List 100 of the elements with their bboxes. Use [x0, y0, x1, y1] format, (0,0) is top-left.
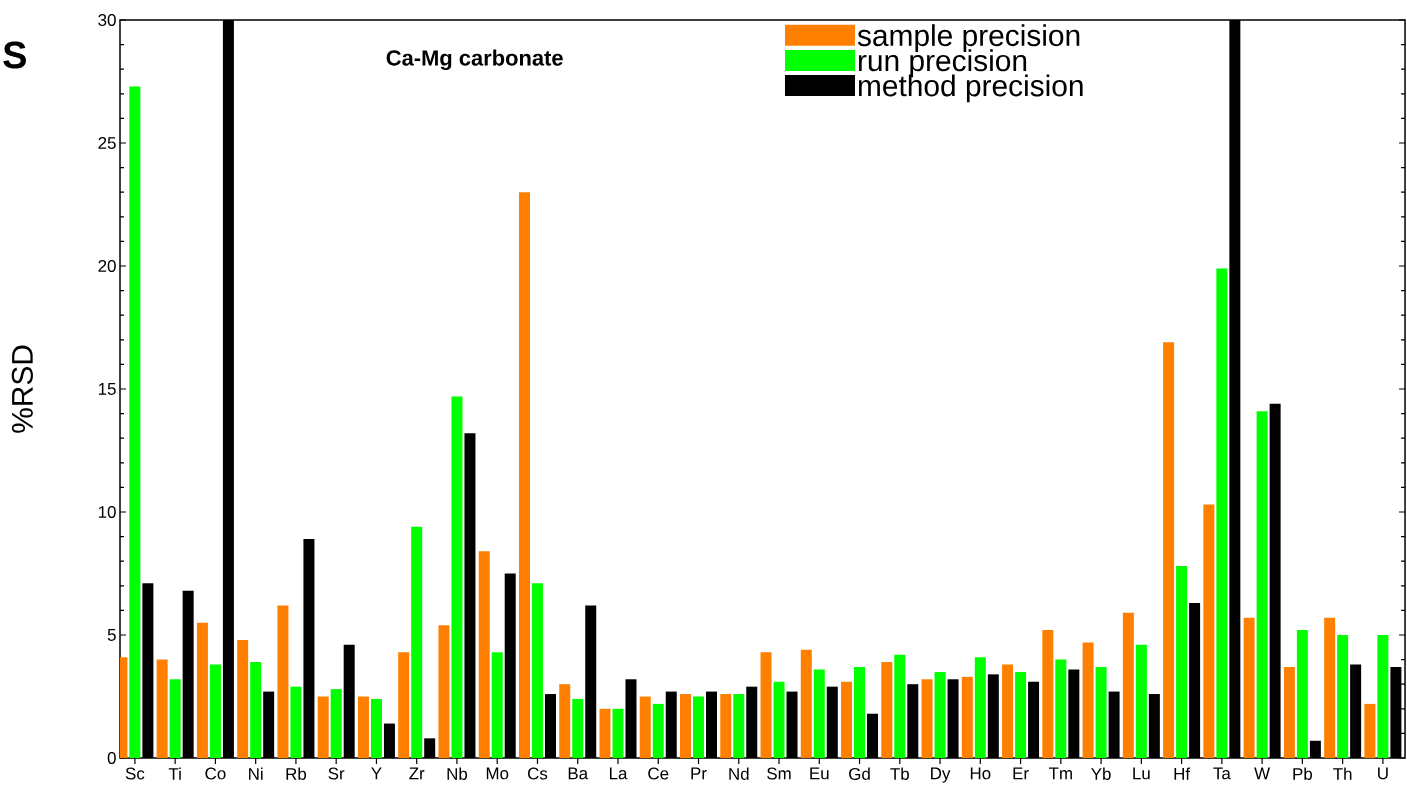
bar — [1176, 566, 1188, 758]
x-tick-label: Th — [1333, 767, 1352, 780]
y-tick-label: 5 — [107, 629, 116, 641]
y-tick-label: 10 — [98, 506, 116, 518]
bar — [411, 526, 423, 758]
bar — [491, 652, 503, 758]
x-tick-label: Zr — [409, 767, 425, 780]
bar — [398, 652, 410, 758]
x-tick-label: Ta — [1213, 767, 1231, 780]
bar — [1203, 504, 1215, 758]
bar — [961, 676, 973, 758]
bar — [813, 669, 825, 758]
x-tick-label: Rb — [286, 767, 307, 780]
y-tick-label: 0 — [107, 752, 116, 764]
bar — [277, 605, 289, 758]
x-tick-label: Nd — [729, 767, 749, 780]
bar — [518, 192, 530, 758]
bar — [438, 625, 450, 758]
bar — [1337, 635, 1349, 758]
bar — [370, 698, 382, 758]
x-tick-label: Co — [205, 767, 226, 780]
bar — [921, 679, 933, 758]
x-tick-label: Tb — [890, 767, 909, 780]
x-tick-label: Sm — [767, 767, 791, 780]
text: S — [3, 41, 26, 69]
bar — [1095, 666, 1107, 758]
bar — [1163, 342, 1175, 758]
x-tick-label: Pb — [1293, 767, 1313, 780]
bar — [1324, 617, 1336, 758]
x-tick-label: La — [609, 767, 628, 780]
bar — [974, 657, 986, 758]
bar — [881, 662, 893, 758]
bar — [196, 622, 208, 758]
bar — [760, 652, 772, 758]
bar — [652, 703, 664, 758]
x-tick-label: Lu — [1133, 767, 1150, 780]
bar — [317, 696, 329, 758]
bar — [1055, 659, 1067, 758]
bar — [841, 681, 853, 758]
x-tick-label: Ce — [648, 767, 669, 780]
bar — [451, 396, 463, 758]
bar — [1256, 411, 1268, 758]
bar — [680, 694, 691, 758]
bar — [1042, 630, 1054, 758]
bar — [357, 696, 369, 758]
bar — [1243, 617, 1255, 758]
bar — [894, 654, 906, 758]
x-tick-label: Y — [371, 767, 382, 780]
bar — [1296, 630, 1308, 758]
x-tick-label: Sr — [328, 767, 345, 780]
y-tick-label: 20 — [98, 260, 116, 272]
bar — [1377, 635, 1389, 758]
bar — [209, 664, 221, 758]
bar — [237, 639, 249, 758]
bar — [639, 696, 651, 758]
bar — [478, 551, 490, 758]
bar — [1082, 642, 1094, 758]
bar — [854, 666, 866, 758]
bar — [773, 681, 785, 758]
x-tick-label: Yb — [1091, 767, 1111, 780]
bar — [1122, 612, 1134, 758]
bar — [290, 686, 302, 758]
bar — [330, 689, 342, 758]
bar — [612, 708, 624, 758]
bar — [599, 708, 611, 758]
bar — [169, 679, 181, 758]
x-tick-label: Ni — [249, 767, 263, 780]
x-tick-label: Cs — [527, 767, 548, 780]
x-tick-label: Dy — [931, 767, 951, 783]
bar — [1015, 671, 1027, 758]
x-tick-label: Pr — [691, 767, 707, 780]
bar — [572, 698, 584, 758]
bar — [156, 659, 168, 758]
x-tick-label: Sc — [125, 767, 145, 780]
bar — [720, 694, 732, 758]
x-tick-label: Ti — [168, 767, 181, 780]
bar — [733, 694, 745, 758]
bar — [934, 671, 946, 758]
bar — [1216, 268, 1228, 758]
bar — [250, 662, 262, 758]
x-tick-label: Ho — [970, 767, 991, 780]
text: Ca-Mg carbonate — [386, 49, 563, 71]
bar — [1002, 664, 1014, 758]
bar — [1364, 703, 1376, 758]
x-tick-label: Eu — [810, 767, 829, 780]
y-tick-label: 30 — [98, 13, 116, 26]
x-tick-label: Er — [1013, 767, 1029, 780]
x-tick-label: Tm — [1048, 767, 1072, 780]
y-axis-title: %RSD — [11, 345, 33, 433]
bar — [1283, 666, 1295, 758]
x-tick-label: Mo — [486, 767, 509, 780]
x-tick-label: Hf — [1174, 767, 1191, 780]
bar — [531, 583, 543, 758]
bar — [693, 696, 704, 758]
y-tick-label: 15 — [98, 383, 116, 395]
y-tick-label: 25 — [98, 136, 116, 149]
x-tick-label: Nb — [447, 767, 468, 780]
x-tick-label: Ba — [568, 767, 589, 780]
x-tick-label: W — [1254, 767, 1271, 780]
bar — [559, 684, 571, 758]
